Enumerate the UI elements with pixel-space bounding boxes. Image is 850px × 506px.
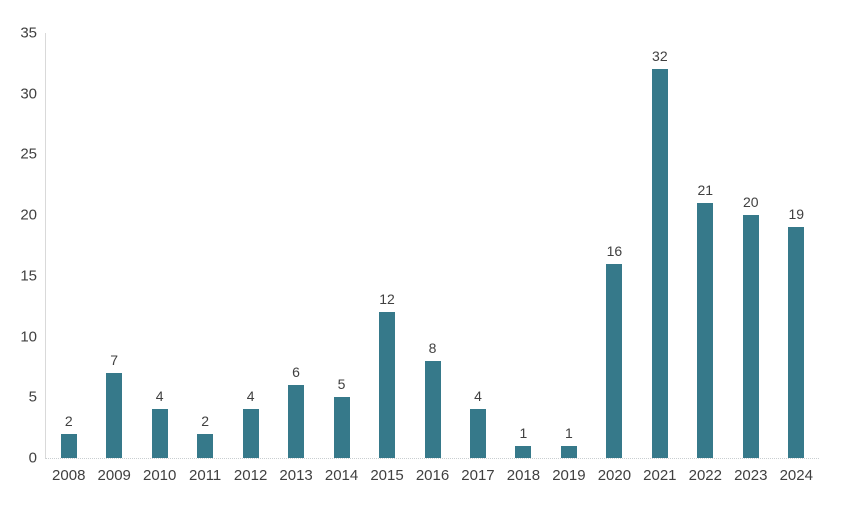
y-tick-label-5: 5 bbox=[28, 388, 37, 406]
x-tick-label-2011: 2011 bbox=[189, 467, 222, 484]
x-tick-label-2008: 2008 bbox=[52, 467, 86, 484]
x-tick-label-2024: 2024 bbox=[779, 467, 813, 484]
bar-2023 bbox=[742, 215, 759, 458]
bar-2020 bbox=[606, 263, 623, 458]
x-axis-tick-labels: 2008 2009 2010 2011 2012 2013 2014 2015 2016 2017… bbox=[46, 33, 819, 483]
y-tick-label-0: 0 bbox=[28, 449, 37, 467]
x-tick-label-2019: 2019 bbox=[552, 467, 586, 484]
value-label-2024: 19 bbox=[788, 206, 805, 223]
value-label-2012: 4 bbox=[246, 388, 255, 405]
bar-2022 bbox=[697, 203, 714, 458]
x-tick-label-2016: 2016 bbox=[415, 467, 450, 484]
value-label-2018: 1 bbox=[519, 424, 528, 441]
y-tick-label-20: 20 bbox=[20, 206, 37, 224]
y-tick-label-15: 15 bbox=[20, 267, 37, 285]
value-label-2009: 7 bbox=[110, 352, 119, 368]
value-label-2017: 4 bbox=[474, 388, 482, 405]
bar-2017 bbox=[469, 409, 486, 458]
value-label-2023: 20 bbox=[742, 194, 759, 211]
x-tick-label-2021: 2021 bbox=[643, 467, 677, 484]
value-label-2010: 4 bbox=[155, 388, 164, 405]
value-label-2015: 12 bbox=[379, 291, 395, 308]
x-tick-label-2012: 2012 bbox=[233, 467, 268, 484]
y-tick-label-30: 30 bbox=[20, 85, 37, 103]
value-label-2019: 1 bbox=[565, 424, 573, 441]
x-tick-label-2010: 2010 bbox=[142, 467, 177, 484]
x-tick-label-2020: 2020 bbox=[597, 467, 632, 484]
plot-area: 0 5 10 15 20 25 30 35 2 7 4 2 4 6 5 12 8 4 1 1 16 32 21 20 19 2… bbox=[20, 26, 819, 483]
bars-layer: 2 7 4 2 4 6 5 12 8 4 1 1 16 32 21 20 19 bbox=[46, 33, 819, 458]
x-tick-label-2014: 2014 bbox=[324, 467, 359, 484]
bar-2009 bbox=[106, 373, 123, 458]
y-tick-label-35: 35 bbox=[20, 24, 37, 42]
value-label-2020: 16 bbox=[606, 242, 623, 259]
x-tick-label-2009: 2009 bbox=[97, 467, 131, 484]
x-tick-label-2013: 2013 bbox=[279, 467, 313, 484]
x-tick-label-2017: 2017 bbox=[461, 467, 495, 484]
x-tick-label-2022: 2022 bbox=[688, 467, 722, 484]
value-label-2022: 21 bbox=[697, 182, 714, 198]
bar-2008 bbox=[60, 433, 77, 458]
y-axis-tick-labels: 0 5 10 15 20 25 30 35 bbox=[20, 26, 819, 466]
bar-2014 bbox=[333, 397, 350, 458]
bar-2011 bbox=[197, 433, 214, 458]
y-tick-label-25: 25 bbox=[20, 145, 37, 163]
bar-2024 bbox=[788, 227, 805, 458]
x-tick-label-2018: 2018 bbox=[506, 467, 541, 484]
value-label-2008: 2 bbox=[64, 412, 73, 429]
bar-2012 bbox=[242, 409, 259, 458]
value-label-2011: 2 bbox=[201, 412, 210, 429]
bar-2016 bbox=[424, 360, 441, 458]
value-label-2014: 5 bbox=[337, 376, 346, 393]
bar-2010 bbox=[151, 409, 168, 458]
value-label-2021: 32 bbox=[652, 48, 668, 65]
bar-2015 bbox=[379, 312, 396, 458]
bar-2018 bbox=[515, 445, 532, 458]
value-label-2016: 8 bbox=[428, 339, 437, 356]
y-tick-label-10: 10 bbox=[20, 328, 37, 346]
bar-2019 bbox=[560, 445, 577, 458]
x-tick-label-2023: 2023 bbox=[734, 467, 768, 484]
x-tick-label-2015: 2015 bbox=[370, 467, 404, 484]
bar-2021 bbox=[651, 69, 668, 458]
bar-2013 bbox=[288, 385, 305, 458]
value-label-2013: 6 bbox=[292, 364, 300, 381]
